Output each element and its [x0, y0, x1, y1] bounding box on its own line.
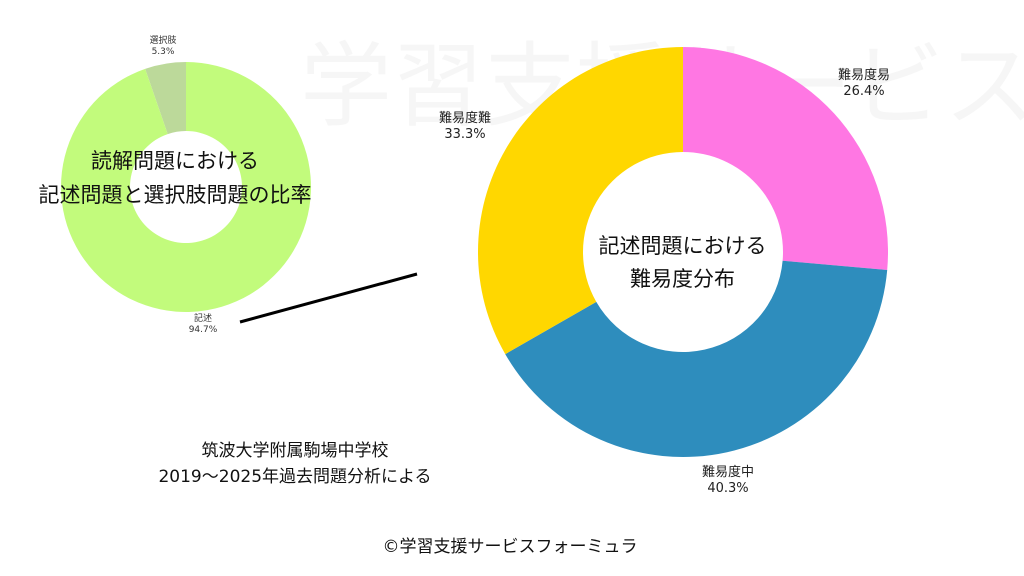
small-donut-title: 読解問題における 記述問題と選択肢問題の比率	[0, 145, 350, 212]
large-donut-title: 記述問題における 難易度分布	[570, 230, 795, 295]
connector-line	[239, 272, 418, 324]
title-line-1: 記述問題における	[598, 234, 767, 258]
slice-value: 94.7%	[188, 325, 218, 336]
slice-value: 40.3%	[707, 481, 749, 497]
slice-label-select: 選択肢 5.3%	[138, 36, 188, 59]
slice-kijutsu	[61, 62, 312, 312]
slice-label-easy: 難易度易 26.4%	[824, 68, 904, 101]
source-line-2: 2019〜2025年過去問題分析による	[158, 467, 432, 488]
large-donut-chart	[477, 47, 888, 457]
slice-select	[145, 62, 186, 135]
slice-category: 難易度難	[438, 111, 491, 126]
title-line-2: 難易度分布	[630, 266, 735, 291]
slice-medium	[505, 260, 888, 457]
title-line-1: 読解問題における	[91, 149, 259, 173]
slice-label-medium: 難易度中 40.3%	[688, 465, 768, 498]
slice-label-hard: 難易度難 33.3%	[425, 111, 505, 144]
slice-category: 記述	[193, 314, 212, 324]
slice-value: 33.3%	[444, 127, 486, 143]
source-line-1: 筑波大学附属駒場中学校	[201, 441, 389, 461]
copyright: ©学習支援サービスフォーミュラ	[382, 537, 638, 557]
small-donut-chart	[61, 62, 312, 312]
slice-category: 選択肢	[149, 36, 177, 46]
slice-hard	[477, 47, 683, 355]
slice-category: 難易度易	[837, 68, 890, 83]
source-note: 筑波大学附属駒場中学校 2019〜2025年過去問題分析による	[90, 438, 500, 491]
slice-value: 5.3%	[151, 47, 175, 58]
slice-category: 難易度中	[701, 465, 754, 480]
slice-label-kijutsu: 記述 94.7%	[178, 314, 228, 337]
slice-value: 26.4%	[843, 84, 885, 100]
title-line-2: 記述問題と選択肢問題の比率	[38, 182, 312, 207]
slice-easy	[683, 47, 888, 271]
